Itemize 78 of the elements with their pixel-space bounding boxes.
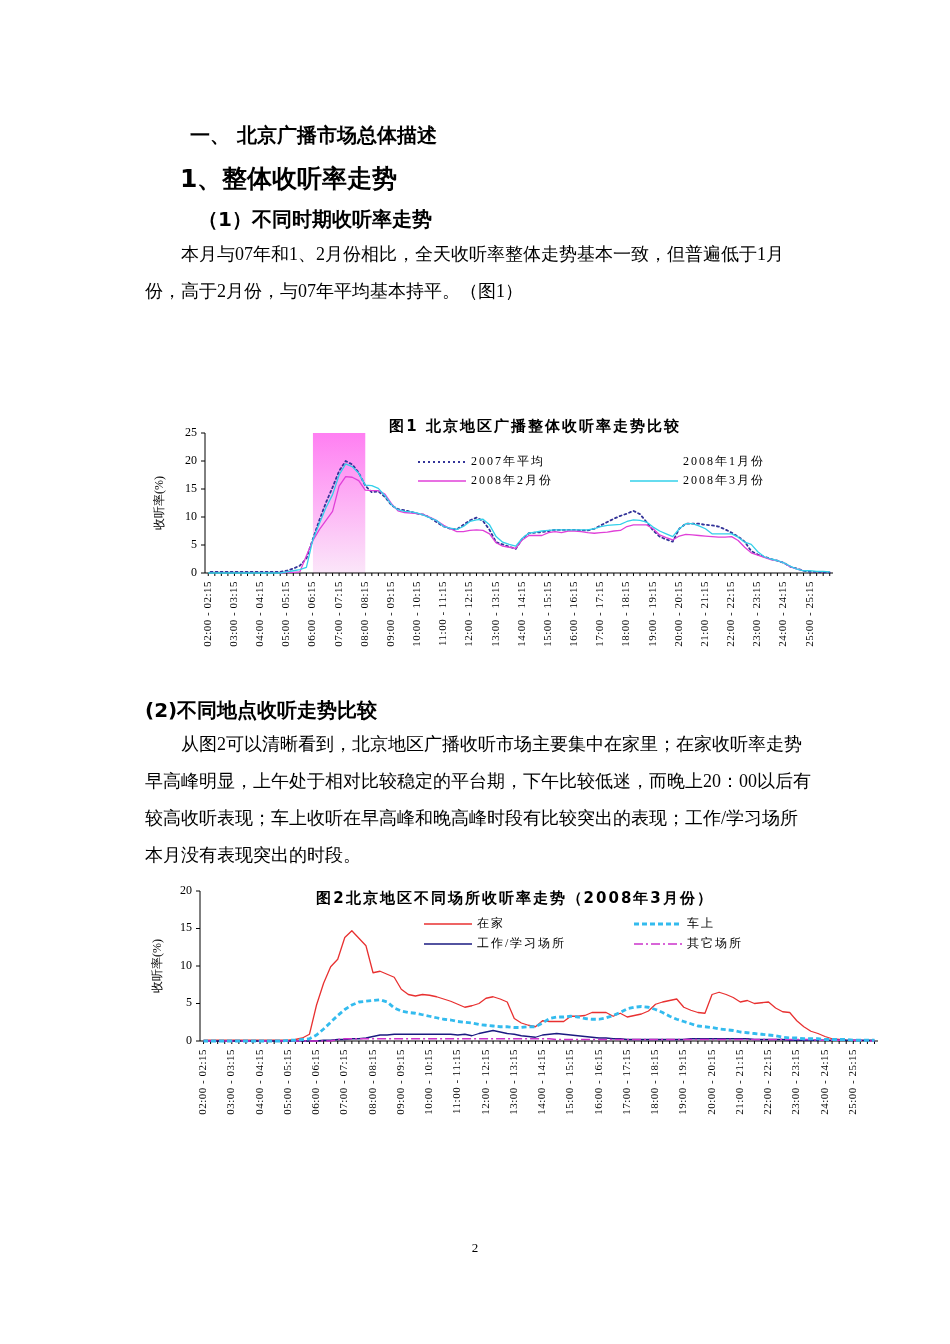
x-tick-label: 16:00 - 16:15 bbox=[591, 1049, 604, 1115]
x-tick-label: 18:00 - 18:15 bbox=[648, 1049, 661, 1115]
x-tick-label: 15:00 - 15:15 bbox=[563, 1049, 576, 1115]
text: (2)不同地点收听走势比较 bbox=[145, 697, 378, 724]
x-tick-label: 11:00 - 11:15 bbox=[450, 1049, 463, 1114]
x-tick-label: 14:00 - 14:15 bbox=[535, 1049, 548, 1115]
y-tick-label: 0 bbox=[191, 564, 197, 579]
chart-title: 图2北京地区不同场所收听率走势（2008年3月份） bbox=[316, 888, 714, 907]
legend-label: 2007年平均 bbox=[471, 453, 545, 468]
x-tick-label: 25:00 - 25:15 bbox=[802, 581, 815, 647]
x-tick-label: 11:00 - 11:15 bbox=[436, 581, 449, 646]
x-tick-label: 04:00 - 04:15 bbox=[253, 581, 266, 647]
x-tick-label: 19:00 - 19:15 bbox=[676, 1049, 689, 1115]
x-tick-label: 12:00 - 12:15 bbox=[478, 1049, 491, 1115]
x-tick-label: 12:00 - 12:15 bbox=[462, 581, 475, 647]
x-tick-label: 21:00 - 21:15 bbox=[732, 1049, 745, 1115]
text: （1）不同时期收听率走势 bbox=[198, 206, 432, 233]
x-tick-label: 09:00 - 09:15 bbox=[383, 581, 396, 647]
x-tick-label: 15:00 - 15:15 bbox=[540, 581, 553, 647]
x-tick-label: 10:00 - 10:15 bbox=[410, 581, 423, 647]
x-tick-label: 13:00 - 13:15 bbox=[506, 1049, 519, 1115]
legend-label: 其它场所 bbox=[687, 935, 743, 950]
text: 2 bbox=[470, 1240, 480, 1256]
x-tick-label: 24:00 - 24:15 bbox=[817, 1049, 830, 1115]
x-tick-label: 20:00 - 20:15 bbox=[704, 1049, 717, 1115]
x-tick-label: 13:00 - 13:15 bbox=[488, 581, 501, 647]
y-tick-label: 10 bbox=[180, 957, 192, 972]
x-tick-label: 23:00 - 23:15 bbox=[789, 1049, 802, 1115]
x-tick-label: 05:00 - 05:15 bbox=[280, 1049, 293, 1115]
x-tick-label: 18:00 - 18:15 bbox=[619, 581, 632, 647]
x-tick-label: 03:00 - 03:15 bbox=[224, 1049, 237, 1115]
x-tick-label: 06:00 - 06:15 bbox=[309, 1049, 322, 1115]
y-tick-label: 10 bbox=[185, 508, 197, 523]
x-tick-label: 21:00 - 21:15 bbox=[697, 581, 710, 647]
x-tick-label: 16:00 - 16:15 bbox=[567, 581, 580, 647]
y-tick-label: 0 bbox=[186, 1032, 192, 1047]
x-tick-label: 17:00 - 17:15 bbox=[619, 1049, 632, 1115]
y-axis-title: 收听率(%) bbox=[149, 939, 164, 993]
legend-label: 在家 bbox=[477, 915, 505, 930]
y-tick-label: 15 bbox=[180, 920, 192, 935]
x-tick-label: 02:00 - 02:15 bbox=[196, 1049, 209, 1115]
y-tick-label: 20 bbox=[180, 882, 192, 897]
chart-title: 图1 北京地区广播整体收听率走势比较 bbox=[389, 416, 681, 435]
legend-label: 2008年2月份 bbox=[471, 472, 553, 487]
x-tick-label: 24:00 - 24:15 bbox=[776, 581, 789, 647]
x-tick-label: 06:00 - 06:15 bbox=[305, 581, 318, 647]
x-tick-label: 08:00 - 08:15 bbox=[357, 581, 370, 647]
y-tick-label: 15 bbox=[185, 480, 197, 495]
y-axis-title: 收听率(%) bbox=[151, 476, 166, 530]
x-tick-label: 17:00 - 17:15 bbox=[593, 581, 606, 647]
x-tick-label: 19:00 - 19:15 bbox=[645, 581, 658, 647]
x-tick-label: 07:00 - 07:15 bbox=[337, 1049, 350, 1115]
x-tick-label: 08:00 - 08:15 bbox=[365, 1049, 378, 1115]
text: 1、整体收听率走势 bbox=[180, 163, 398, 195]
text: 2008年1月份 bbox=[683, 453, 765, 468]
y-tick-label: 5 bbox=[191, 536, 197, 551]
x-tick-label: 02:00 - 02:15 bbox=[200, 581, 213, 647]
x-tick-label: 10:00 - 10:15 bbox=[422, 1049, 435, 1115]
x-tick-label: 07:00 - 07:15 bbox=[331, 581, 344, 647]
x-tick-label: 05:00 - 05:15 bbox=[279, 581, 292, 647]
text: 从图2可以清晰看到，北京地区广播收听市场主要集中在家里；在家收听率走势早高峰明显，上午处于相对比较稳定的平台期，下午比较低迷，而晚上20：00以后有较高收听表现；车上收听在早高峰和晚高峰时段有比较突出的表现；工作/学习场所本月没有表现突出的时段。 bbox=[145, 733, 812, 867]
x-tick-label: 20:00 - 20:15 bbox=[671, 581, 684, 647]
x-tick-label: 22:00 - 22:15 bbox=[724, 581, 737, 647]
x-tick-label: 09:00 - 09:15 bbox=[393, 1049, 406, 1115]
legend-label: 工作/学习场所 bbox=[477, 935, 567, 950]
x-tick-label: 23:00 - 23:15 bbox=[750, 581, 763, 647]
text: 本月与07年和1、2月份相比，全天收听率整体走势基本一致，但普遍低于1月份，高于2月份，与07年平均基本持平。（图1） bbox=[145, 243, 785, 303]
y-tick-label: 25 bbox=[185, 424, 197, 439]
y-tick-label: 20 bbox=[185, 452, 197, 467]
text: 一、 北京广播市场总体描述 bbox=[190, 122, 437, 149]
x-tick-label: 14:00 - 14:15 bbox=[514, 581, 527, 647]
x-tick-label: 04:00 - 04:15 bbox=[252, 1049, 265, 1115]
y-tick-label: 5 bbox=[186, 995, 192, 1010]
x-tick-label: 22:00 - 22:15 bbox=[761, 1049, 774, 1115]
legend-label: 车上 bbox=[687, 915, 715, 930]
x-tick-label: 03:00 - 03:15 bbox=[226, 581, 239, 647]
legend-label: 2008年3月份 bbox=[683, 472, 765, 487]
x-tick-label: 25:00 - 25:15 bbox=[845, 1049, 858, 1115]
